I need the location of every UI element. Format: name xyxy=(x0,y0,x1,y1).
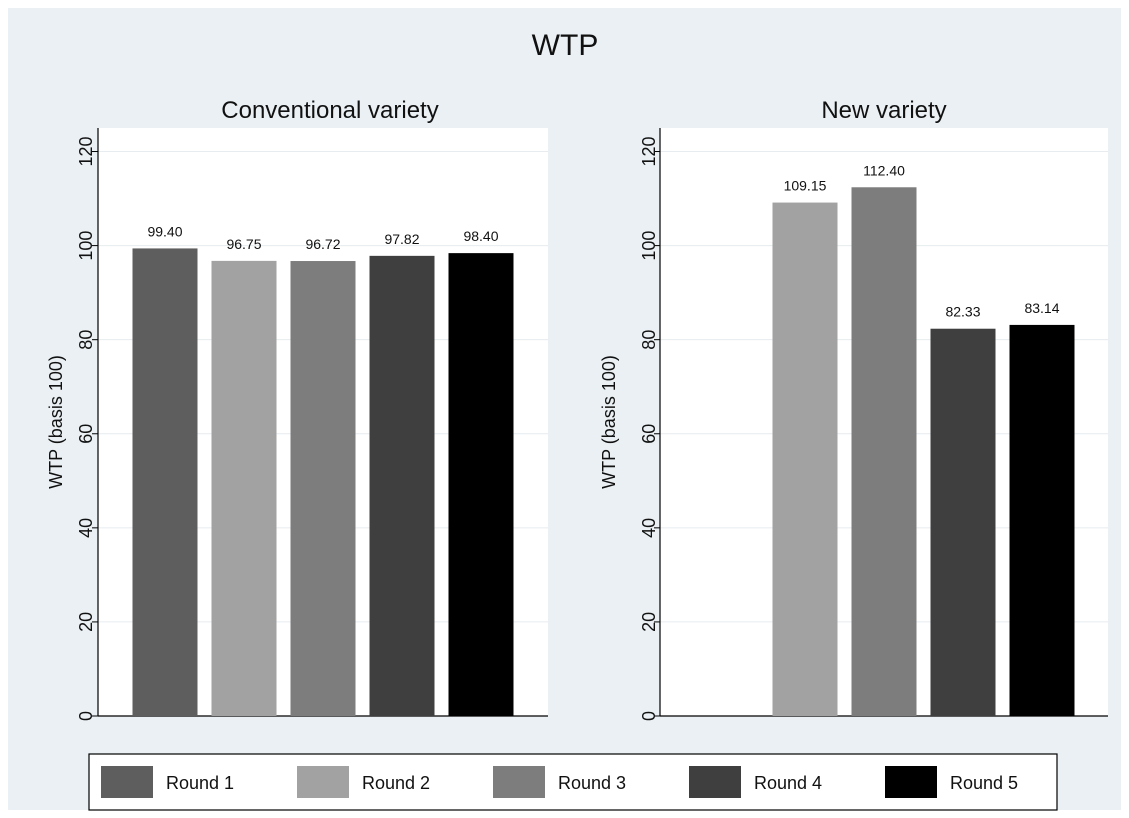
legend-swatch-round-3 xyxy=(493,766,545,798)
panel-1-bar-round-5 xyxy=(448,253,514,716)
panel-1-y-tick-label: 0 xyxy=(76,711,96,721)
panel-1-bar-round-2-value-label: 96.75 xyxy=(226,236,261,252)
panel-2-y-tick-label: 100 xyxy=(639,231,659,261)
panel-2-y-tick-label: 0 xyxy=(639,711,659,721)
legend-swatch-round-1 xyxy=(101,766,153,798)
panel-1-bar-round-3-value-label: 96.72 xyxy=(305,236,340,252)
panel-2: New variety 0 20 40 60 80 100 120 WTP (basis 100… xyxy=(599,72,1113,745)
panel-2-y-tick-label: 20 xyxy=(639,612,659,632)
main-title: WTP xyxy=(532,29,599,62)
legend-swatch-round-2 xyxy=(297,766,349,798)
panel-2-bar-round-3-value-label: 112.40 xyxy=(863,162,905,178)
panel-1-bar-round-4-value-label: 97.82 xyxy=(384,231,419,247)
panel-2-y-axis-title: WTP (basis 100) xyxy=(599,355,619,489)
legend: Round 1 Round 2 Round 3 Round 4 Round 5 xyxy=(88,753,1058,811)
panel-2-bar-round-2 xyxy=(772,202,838,716)
panel-2-bar-round-2-value-label: 109.15 xyxy=(784,178,827,194)
panel-2-bar-round-5-value-label: 83.14 xyxy=(1024,300,1059,316)
legend-label-round-4: Round 4 xyxy=(754,773,822,793)
panel-1-bar-round-3 xyxy=(290,261,356,716)
panel-1-title: Conventional variety xyxy=(221,97,438,124)
panel-1-bar-round-5-value-label: 98.40 xyxy=(463,228,498,244)
panel-2-bar-round-5 xyxy=(1009,324,1075,716)
legend-label-round-1: Round 1 xyxy=(166,773,234,793)
panels: Conventional variety 0 20 40 60 80 100 120 WTP (… xyxy=(46,72,1113,745)
panel-1-y-tick-label: 100 xyxy=(76,231,96,261)
panel-2-bar-round-4-value-label: 82.33 xyxy=(945,304,980,320)
panel-2-bar-round-3 xyxy=(851,187,917,717)
panel-1-bar-round-1 xyxy=(132,248,198,716)
panel-1-bar-round-2 xyxy=(211,260,277,716)
panel-1-y-tick-label: 120 xyxy=(76,136,96,166)
panel-2-title: New variety xyxy=(821,97,946,124)
legend-label-round-3: Round 3 xyxy=(558,773,626,793)
panel-2-y-tick-label: 40 xyxy=(639,518,659,538)
panel-1-y-axis-title: WTP (basis 100) xyxy=(46,355,66,489)
panel-1-y-tick-label: 40 xyxy=(76,518,96,538)
legend-label-round-2: Round 2 xyxy=(362,773,430,793)
panel-1-y-tick-label: 60 xyxy=(76,424,96,444)
panel-1-bar-round-1-value-label: 99.40 xyxy=(147,223,182,239)
panel-1: Conventional variety 0 20 40 60 80 100 120 WTP (… xyxy=(46,72,578,745)
legend-swatch-round-4 xyxy=(689,766,741,798)
panel-1-y-tick-label: 20 xyxy=(76,612,96,632)
panel-1-y-tick-label: 80 xyxy=(76,330,96,350)
legend-label-round-5: Round 5 xyxy=(950,773,1018,793)
legend-swatch-round-5 xyxy=(885,766,937,798)
panel-2-y-tick-label: 60 xyxy=(639,424,659,444)
panel-2-y-tick-label: 120 xyxy=(639,136,659,166)
panel-1-bar-round-4 xyxy=(369,255,435,716)
panel-2-bar-round-4 xyxy=(930,328,996,716)
panel-2-y-tick-label: 80 xyxy=(639,330,659,350)
